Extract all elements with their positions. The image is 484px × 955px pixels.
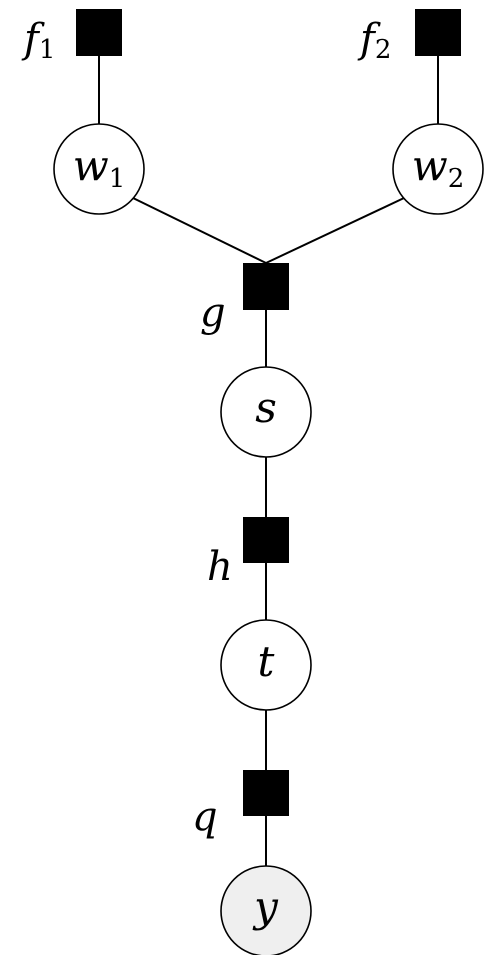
variable-label-t: t — [258, 637, 275, 686]
variable-symbol-w2: w — [412, 141, 448, 190]
factor-subscript-f1: 1 — [39, 35, 56, 65]
factor-subscript-f2: 2 — [375, 35, 392, 65]
factor-square-g — [243, 263, 289, 310]
variable-label-w1: w1 — [73, 141, 126, 194]
variable-circle-w2 — [392, 123, 484, 215]
variable-node-s: s — [220, 366, 312, 458]
variable-node-t: t — [220, 619, 312, 711]
variable-circle-t — [220, 619, 312, 711]
factor-label-g: g — [200, 290, 226, 336]
variable-node-w2: w2 — [392, 123, 484, 215]
variable-circle-s — [220, 366, 312, 458]
edge-w1-g — [132, 197, 267, 264]
factor-label-f2: f2 — [357, 16, 391, 65]
variable-circle-y — [220, 865, 312, 955]
factor-label-q: q — [192, 794, 218, 840]
edge-w2-g — [265, 197, 405, 264]
variable-symbol-w1: w — [73, 141, 109, 190]
variable-circle-w1 — [53, 123, 145, 215]
factor-square-q — [243, 770, 289, 816]
factor-node-g: g — [200, 263, 289, 336]
variable-node-y: y — [220, 865, 312, 955]
factor-node-f2: f2 — [357, 9, 461, 65]
variable-label-s: s — [255, 383, 277, 432]
factor-square-h — [243, 517, 289, 563]
variable-label-w2: w2 — [412, 141, 465, 194]
factor-square-f1 — [76, 9, 122, 56]
factor-label-f1: f1 — [21, 16, 55, 65]
variable-subscript-w2: 2 — [448, 164, 465, 194]
factor-node-q: q — [192, 770, 289, 840]
edges — [98, 56, 439, 867]
variable-subscript-w1: 1 — [109, 164, 126, 194]
variable-label-y: y — [252, 882, 279, 931]
factor-node-h: h — [207, 517, 289, 590]
factor-label-h: h — [207, 544, 233, 590]
factor-square-f2 — [415, 9, 461, 56]
factor-node-f1: f1 — [21, 9, 122, 65]
variable-node-w1: w1 — [53, 123, 145, 215]
